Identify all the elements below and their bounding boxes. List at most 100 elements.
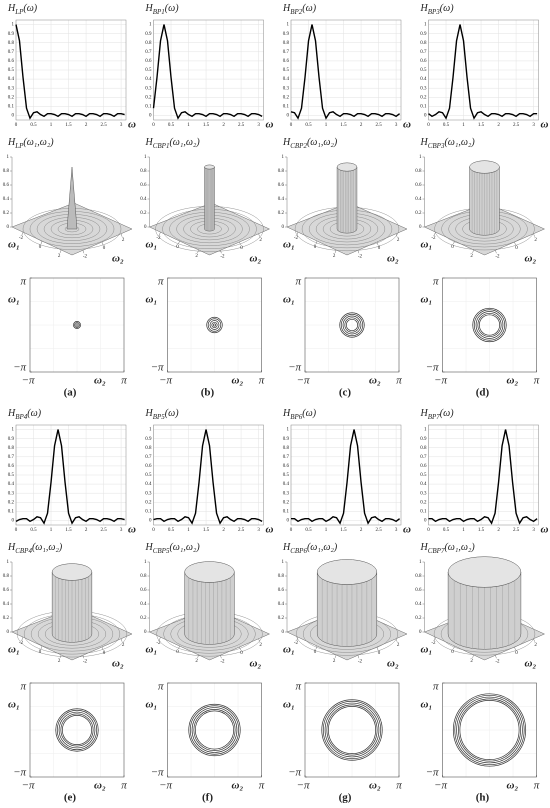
y-tick-label: π [433, 276, 439, 288]
x-axis-label: ω [541, 119, 549, 131]
z-tick-label: 1 [282, 560, 285, 565]
x-tick-label: 1 [50, 528, 53, 533]
y-tick-label: 0 [176, 650, 179, 655]
title-base: H [7, 137, 16, 148]
y-tick-label: 0 [424, 519, 427, 524]
y-tick-label: −π [426, 362, 439, 374]
x-tick-label: 0.5 [305, 528, 312, 533]
x-axis-label: ω₂ [94, 780, 106, 792]
response-line [15, 24, 125, 120]
y-tick [472, 249, 474, 253]
x-axis-label: ω₂ [507, 780, 519, 792]
z-tick-label: 1 [7, 560, 10, 565]
y-tick-label: 0.2 [8, 500, 15, 505]
z-tick-label: 0.2 [140, 616, 147, 621]
contour-ring [475, 311, 504, 339]
contour-ring [60, 713, 94, 747]
title-sub: CBP2 [290, 142, 307, 150]
x-tick-label: 2.5 [375, 123, 382, 128]
y-tick-label: 0.9 [283, 437, 290, 442]
y-tick-label: π [20, 681, 26, 693]
title-arg: (ω) [440, 408, 454, 419]
y-tick-label: 1 [287, 428, 290, 433]
z-tick-label: 0.8 [278, 574, 285, 579]
y-tick-label: 0.7 [420, 50, 427, 55]
y-tick-label: 0.5 [420, 473, 427, 478]
x-tick [120, 638, 123, 642]
y-tick-label: 0.1 [145, 510, 152, 515]
y-tick-label: 0.1 [8, 510, 15, 515]
title-base: H [145, 3, 154, 14]
surface-top [184, 561, 235, 583]
title-base: H [282, 542, 291, 553]
y-tick-label: π [20, 276, 26, 288]
x-tick-label: 1.5 [478, 528, 485, 533]
y-tick-label: 0.6 [420, 59, 427, 64]
y-axis-label: ω₁ [421, 294, 433, 306]
x-tick-label: 3 [120, 528, 123, 533]
y-tick-label: 0.2 [283, 95, 290, 100]
y-tick [197, 654, 199, 658]
y-tick-label: 0.4 [145, 482, 152, 487]
title-sub: BP3 [428, 8, 441, 16]
x-axis-label: ω₂ [232, 375, 244, 387]
contour-ring [459, 700, 520, 760]
y-tick [453, 240, 455, 245]
y-tick-label: 0 [12, 519, 15, 524]
x-tick-label: 1.5 [65, 528, 72, 533]
x-tick-label: 2 [497, 528, 500, 533]
y-axis-label: ω₁ [146, 699, 158, 711]
x-tick-label: 2 [360, 123, 363, 128]
x-tick-label: 2 [397, 238, 400, 243]
y-axis-label: ω₁ [8, 239, 20, 251]
y-tick [178, 240, 180, 245]
surface-top [51, 563, 93, 581]
panel-label: (c) [339, 387, 352, 399]
y-tick-label: -2 [19, 641, 24, 646]
contour-ring [321, 699, 383, 761]
response-line [290, 24, 401, 120]
plot-title: HCBP6(ω₁,ω₂) [282, 542, 338, 554]
x-tick-label: 1.5 [478, 123, 485, 128]
x-tick-label: 3 [120, 123, 123, 128]
y-tick [21, 637, 24, 641]
y-tick-label: 0.5 [8, 473, 15, 478]
x-tick-label: -2 [495, 254, 500, 259]
y-tick [472, 654, 474, 658]
title-arg: (ω₁,ω₂) [444, 542, 475, 553]
x-tick-label: 2 [222, 528, 225, 533]
z-tick-label: 0 [419, 630, 422, 635]
plot-title: HBP2(ω) [282, 3, 317, 15]
panel-label: (d) [476, 387, 490, 399]
y-tick-label: 0.3 [420, 86, 427, 91]
contour-ring [189, 705, 240, 755]
title-arg: (ω) [27, 408, 41, 419]
y-tick-label: 0.8 [145, 446, 152, 451]
x-tick-label: 0 [378, 246, 381, 251]
x-tick [258, 233, 260, 237]
y-tick-label: 0.7 [145, 455, 152, 460]
x-tick-label: -2 [495, 659, 500, 664]
title-arg: (ω₁,ω₂) [307, 137, 338, 148]
plot-title: HCBP2(ω₁,ω₂) [282, 137, 338, 149]
x-tick-label: −π [434, 375, 447, 387]
x-axis-label: ω₂ [94, 375, 106, 387]
contour-ring [188, 703, 241, 757]
y-axis-label: ω₁ [421, 239, 433, 251]
z-tick-label: 0.2 [3, 616, 10, 621]
x-tick-label: 0 [240, 651, 243, 656]
y-tick-label: -2 [19, 236, 24, 241]
y-tick-label: −π [288, 362, 301, 374]
x-tick-label: 3 [532, 123, 535, 128]
x-axis-label: ω₂ [369, 780, 381, 792]
y-tick [59, 654, 62, 658]
y-tick-label: 0.8 [8, 41, 15, 46]
y-axis-label: ω₁ [146, 294, 158, 306]
title-arg: (ω) [302, 3, 316, 14]
y-tick-label: 0.6 [145, 59, 152, 64]
z-tick-label: 1 [144, 155, 147, 160]
contour-ring [195, 710, 234, 750]
x-tick [220, 655, 222, 659]
x-axis-label: ω [128, 119, 136, 131]
title-arg: (ω₁,ω₂) [32, 542, 63, 553]
